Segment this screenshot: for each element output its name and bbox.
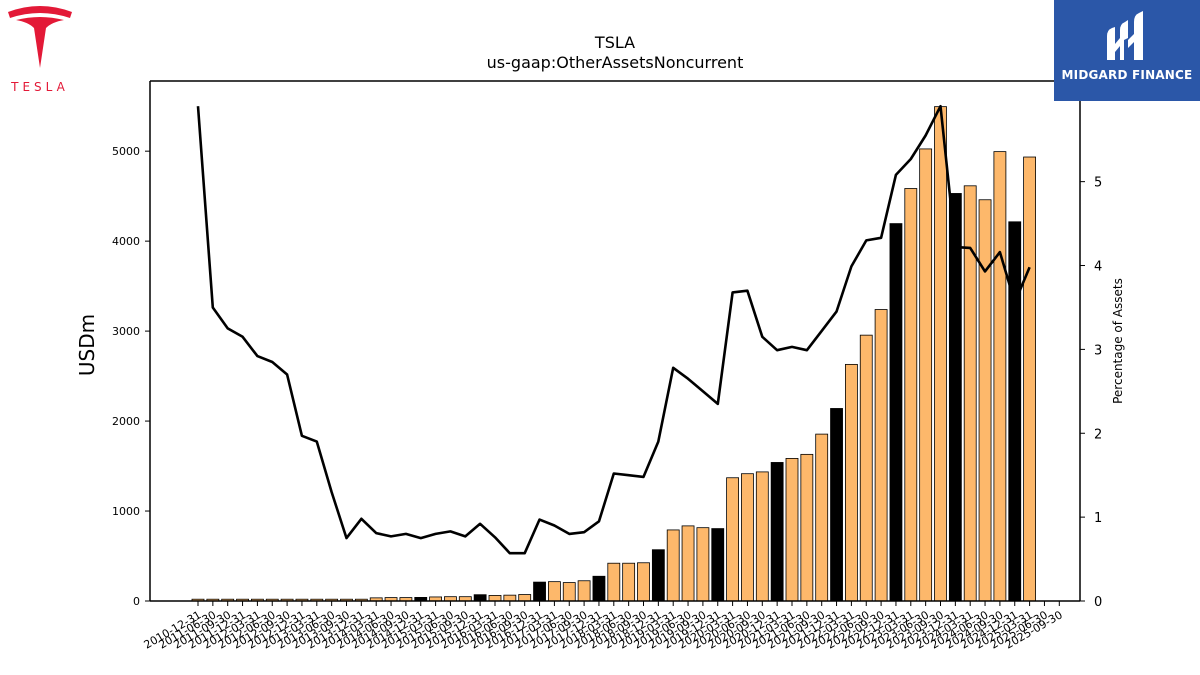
bar: [622, 562, 636, 602]
bar: [815, 433, 829, 602]
bar: [800, 453, 814, 602]
bar: [488, 595, 502, 602]
bar: [548, 581, 561, 602]
y2-tick-label: 2: [1094, 427, 1102, 442]
bar: [978, 199, 992, 602]
bar: [785, 458, 799, 602]
bar: [1023, 156, 1036, 602]
bar: [859, 334, 873, 602]
bar: [637, 562, 650, 602]
bar: [518, 594, 532, 602]
bar: [1008, 221, 1022, 602]
y2-tick-label: 4: [1094, 260, 1102, 275]
percentage-line: [196, 104, 1031, 555]
brand-name: MIDGARD FINANCE: [1061, 68, 1193, 82]
bar: [934, 106, 947, 602]
bar: [666, 529, 680, 602]
bar: [533, 581, 546, 602]
bar: [845, 363, 858, 602]
y-axis-label: USDm: [75, 314, 99, 376]
bar: [830, 408, 843, 602]
y2-tick-label: 3: [1094, 343, 1102, 358]
chart-title: TSLA: [594, 33, 635, 52]
y-tick-label: 1000: [112, 505, 140, 518]
y2-tick-label: 5: [1094, 176, 1102, 191]
bar: [711, 528, 725, 602]
bar: [755, 471, 769, 602]
bar: [651, 549, 665, 602]
bar: [919, 148, 933, 602]
bar: [577, 580, 591, 602]
bar: [993, 151, 1007, 602]
bar: [607, 562, 621, 602]
y-tick-label: 0: [133, 595, 140, 608]
bar: [770, 462, 784, 602]
y2-tick-label: 0: [1094, 595, 1102, 610]
y-tick-label: 2000: [112, 415, 140, 428]
bar: [726, 477, 739, 602]
y-tick-label: 4000: [112, 235, 140, 248]
bar: [681, 525, 695, 602]
tesla-t-icon: [8, 6, 72, 68]
bar: [904, 188, 918, 602]
bar: [874, 309, 888, 602]
y-tick-label: 3000: [112, 325, 140, 338]
bar: [562, 582, 576, 602]
midgard-finance-logo: MIDGARD FINANCE: [1054, 0, 1200, 101]
tesla-logo: [2, 2, 78, 98]
bar: [948, 193, 962, 602]
bar: [696, 527, 710, 602]
bar: [473, 594, 487, 602]
bar: [889, 223, 903, 602]
chart-subtitle: us-gaap:OtherAssetsNoncurrent: [487, 53, 744, 72]
bar: [741, 473, 754, 602]
bar: [592, 575, 606, 602]
bar: [503, 594, 517, 602]
y2-tick-label: 1: [1094, 511, 1102, 526]
y2-axis-label: Percentage of Assets: [1111, 278, 1125, 404]
y-tick-label: 5000: [112, 145, 140, 158]
tesla-wordmark: TESLA: [11, 80, 69, 94]
midgard-m-icon: [1107, 11, 1143, 60]
